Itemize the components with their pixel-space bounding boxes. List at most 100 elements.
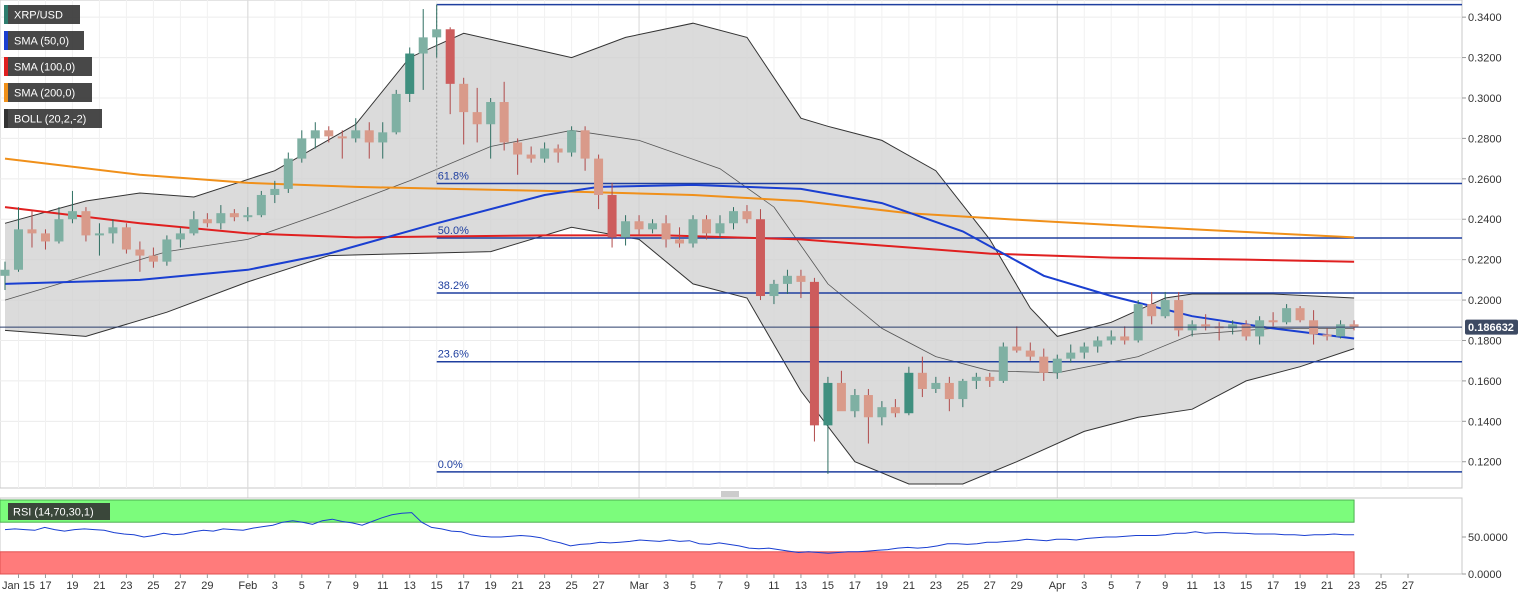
candle [728,207,738,230]
y-tick-label: 0.3000 [1468,93,1502,105]
candle [351,118,361,143]
x-tick-label: 9 [353,580,359,592]
candle [337,130,347,159]
candle [944,376,954,412]
candle [971,372,981,389]
candlesticks [0,4,1359,474]
candle [121,223,131,254]
candle-body [958,380,968,400]
candle [378,122,388,159]
candle [1322,328,1332,341]
candle [432,4,442,58]
x-tick-label: 25 [957,580,969,592]
candle [256,190,266,218]
x-tick-label: 17 [458,580,470,592]
candle-body [1120,336,1130,341]
current-price-tag-bg [1465,319,1518,335]
fibonacci-levels: 61.8% 50.0% 38.2% 23.6% 0.0% [436,3,1462,473]
candle-body [553,148,563,153]
candle-body [1241,324,1251,337]
legend-item: SMA (200,0) [4,83,92,102]
candle-body [1322,334,1332,337]
candle [742,205,752,224]
candle-body [486,102,496,125]
candle [405,47,415,103]
candle-body [971,376,981,381]
x-tick-label: 3 [272,580,278,592]
candle-body [243,215,253,218]
x-tick-label: 17 [39,580,51,592]
candle [391,89,401,135]
x-tick-label: 13 [795,580,807,592]
y-tick-label: 0.1200 [1468,457,1502,469]
candle [445,27,455,115]
y-tick-label: 0.1800 [1468,335,1502,347]
x-tick-label: 15 [1240,580,1252,592]
rsi-line-path [4,512,1355,554]
x-tick-label: 15 [822,580,834,592]
candle-body [135,249,145,256]
price-axis: 0.1200 0.1400 0.1600 0.1800 0.2000 0.2200 0.24… [1462,12,1502,469]
x-tick-label: 11 [377,580,388,592]
candle [1066,344,1076,363]
candle [1174,291,1184,337]
candle-body [648,223,658,230]
candle-body [1336,324,1346,337]
y-tick-label: 0.3400 [1468,12,1502,24]
legend-item-bg [4,109,102,128]
candle-body [459,83,469,113]
candle [755,209,765,301]
candle-body [702,219,712,234]
candle-body [985,376,995,381]
candle [998,342,1008,383]
rsi-tick-label: 50.0000 [1468,532,1508,544]
candle [904,366,914,416]
legend-item-bg [4,31,84,50]
candle-body [81,211,91,236]
rsi-legend-label: RSI (14,70,30,1) [13,507,94,519]
candle-body [1133,304,1143,341]
candle-body [351,130,361,139]
x-tick-label: 15 [431,580,443,592]
y-tick-label: 0.2200 [1468,255,1502,267]
candle-body [445,29,455,84]
candle-body [931,382,941,389]
candle [890,399,900,418]
candle-body [1147,304,1157,317]
candle [459,77,469,145]
x-tick-label: 3 [663,580,669,592]
x-tick-label: 23 [930,580,942,592]
candle [836,370,846,412]
legend-item-swatch [4,109,8,128]
legend-item-swatch [4,5,8,24]
x-tick-label: 25 [1375,580,1387,592]
candle [148,247,158,268]
x-tick-label: 27 [984,580,996,592]
x-tick-label: Jan 15 [2,580,35,592]
candle [486,97,496,159]
candle-body [715,223,725,234]
candle [270,180,280,204]
candle [108,219,118,244]
candle [13,207,23,272]
candle-body [337,136,347,139]
candle-body [728,211,738,224]
candle [1349,320,1359,331]
candle [1241,320,1251,341]
fib-level-label: 23.6% [438,349,469,361]
candle-body [54,219,64,242]
x-tick-label: 23 [120,580,132,592]
rsi-axis: 50.0000 0.0000 [1462,532,1508,581]
x-tick-label: 29 [201,580,213,592]
candle-body [1093,340,1103,347]
candle [283,152,293,193]
candle [324,126,334,143]
candle-body [1295,308,1305,321]
candle-body [850,395,860,412]
bollinger-lower-line [4,226,1355,485]
panel-resize-handle[interactable] [721,491,739,497]
legend-item: SMA (100,0) [4,57,92,76]
candle-body [216,213,226,224]
candle-body [621,221,631,238]
x-tick-label: 7 [1135,580,1141,592]
